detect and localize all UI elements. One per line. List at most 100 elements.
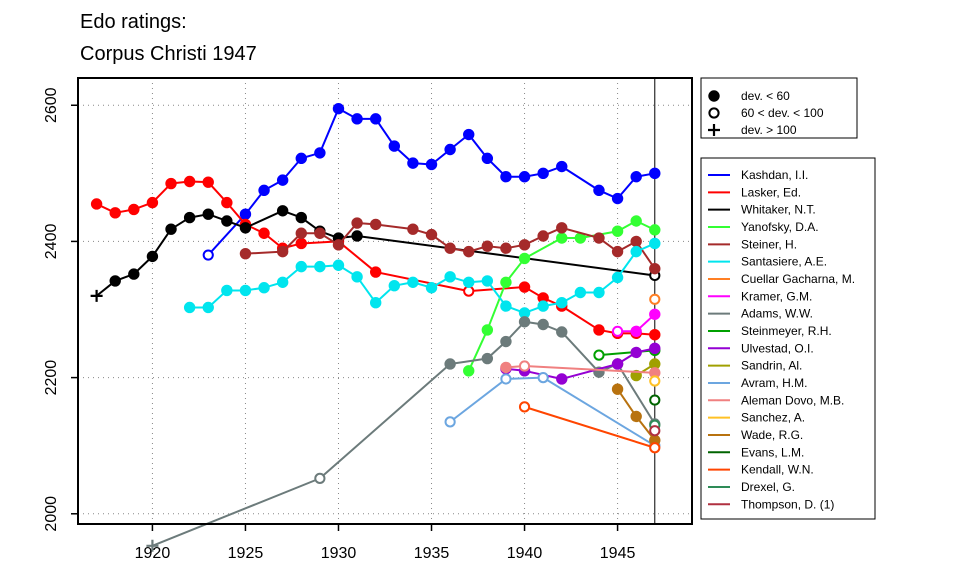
data-point — [500, 276, 512, 288]
series-sanchez-a — [649, 375, 661, 387]
y-tick-label: 2200 — [43, 360, 60, 396]
data-point — [537, 230, 549, 242]
legend-label: Lasker, Ed. — [741, 185, 801, 199]
data-point — [556, 297, 568, 309]
data-point — [183, 175, 196, 188]
data-point — [537, 318, 549, 331]
legend-label: Whitaker, N.T. — [741, 203, 816, 217]
data-point — [425, 158, 438, 171]
data-point — [556, 222, 568, 234]
data-point — [630, 410, 642, 423]
data-point — [500, 171, 512, 183]
data-point — [649, 442, 661, 454]
data-point — [481, 240, 494, 252]
data-point — [500, 335, 512, 348]
marker-legend-symbol — [708, 90, 720, 102]
data-point — [630, 215, 642, 227]
data-point — [444, 358, 456, 370]
data-point — [481, 152, 494, 165]
data-point — [369, 218, 382, 231]
marker-legend-symbol — [708, 124, 720, 136]
x-tick-label: 1925 — [228, 545, 264, 562]
marker-legend-box — [700, 77, 858, 139]
data-point — [649, 262, 661, 275]
data-point — [611, 325, 624, 337]
data-point — [202, 176, 214, 188]
legend-label: Kashdan, I.I. — [741, 168, 808, 182]
data-point — [500, 300, 512, 312]
data-point — [90, 289, 103, 302]
x-tick-label: 1935 — [414, 545, 450, 562]
data-point — [649, 237, 661, 250]
data-point — [276, 205, 289, 217]
data-point — [463, 365, 475, 377]
series-line — [96, 180, 655, 336]
marker-legend: dev. < 60 60 < dev. < 100 dev. > 100 — [700, 77, 858, 139]
data-point — [183, 301, 196, 314]
data-point — [611, 358, 624, 370]
data-point — [630, 245, 642, 258]
data-point — [202, 249, 214, 261]
data-point — [463, 245, 475, 258]
data-point — [109, 207, 121, 219]
data-point — [258, 282, 270, 294]
data-point — [593, 232, 605, 244]
chart-title-line-1: Edo ratings: — [80, 11, 187, 33]
data-point — [239, 284, 252, 297]
data-point — [351, 271, 363, 283]
data-point — [649, 308, 661, 320]
data-point — [314, 260, 326, 273]
data-point — [630, 325, 642, 338]
marker-legend-symbol — [708, 107, 720, 119]
data-point — [649, 394, 661, 406]
data-point — [258, 227, 270, 239]
data-point — [444, 271, 456, 283]
series-kendall-w-n — [518, 401, 661, 454]
data-point — [518, 360, 531, 372]
y-tick-label: 2600 — [43, 87, 60, 123]
data-point — [518, 252, 531, 265]
data-point — [649, 375, 661, 387]
data-point — [649, 224, 661, 236]
data-point — [407, 276, 419, 288]
y-axis: 2000 2200 2400 2600 — [43, 87, 78, 532]
data-point — [128, 268, 140, 280]
legend-label: Ulvestad, O.I. — [741, 341, 814, 355]
legend-label: Sandrin, Al. — [741, 359, 802, 373]
data-point — [593, 184, 605, 197]
data-point — [388, 140, 401, 152]
series-kashdan-i-i — [202, 102, 661, 261]
y-tick-label: 2400 — [43, 224, 60, 260]
data-point — [556, 326, 568, 338]
data-point — [369, 297, 382, 309]
grid — [78, 78, 692, 524]
marker-legend-label: dev. < 60 — [741, 89, 790, 103]
data-point — [518, 281, 531, 293]
data-point — [537, 167, 549, 180]
data-point — [649, 342, 661, 355]
data-point — [444, 416, 456, 428]
data-point — [425, 282, 438, 294]
data-point — [239, 247, 252, 260]
data-point — [351, 113, 363, 125]
legend-label: Steiner, H. — [741, 237, 797, 251]
data-point — [202, 208, 214, 220]
data-point — [369, 113, 382, 125]
data-point — [146, 196, 159, 209]
data-point — [649, 167, 661, 180]
data-point — [518, 401, 531, 413]
marker-legend-label: dev. > 100 — [741, 123, 797, 137]
data-point — [611, 225, 624, 237]
legend-label: Cuellar Gacharna, M. — [741, 272, 855, 286]
data-point — [239, 222, 252, 234]
data-point — [165, 223, 177, 235]
x-tick-label: 1945 — [600, 545, 636, 562]
data-point — [332, 239, 345, 251]
plot-frame — [77, 77, 693, 525]
data-point — [90, 198, 103, 210]
series-line — [449, 376, 656, 447]
y-tick-label: 2000 — [43, 496, 60, 532]
x-tick-label: 1930 — [321, 545, 357, 562]
data-point — [276, 276, 289, 288]
